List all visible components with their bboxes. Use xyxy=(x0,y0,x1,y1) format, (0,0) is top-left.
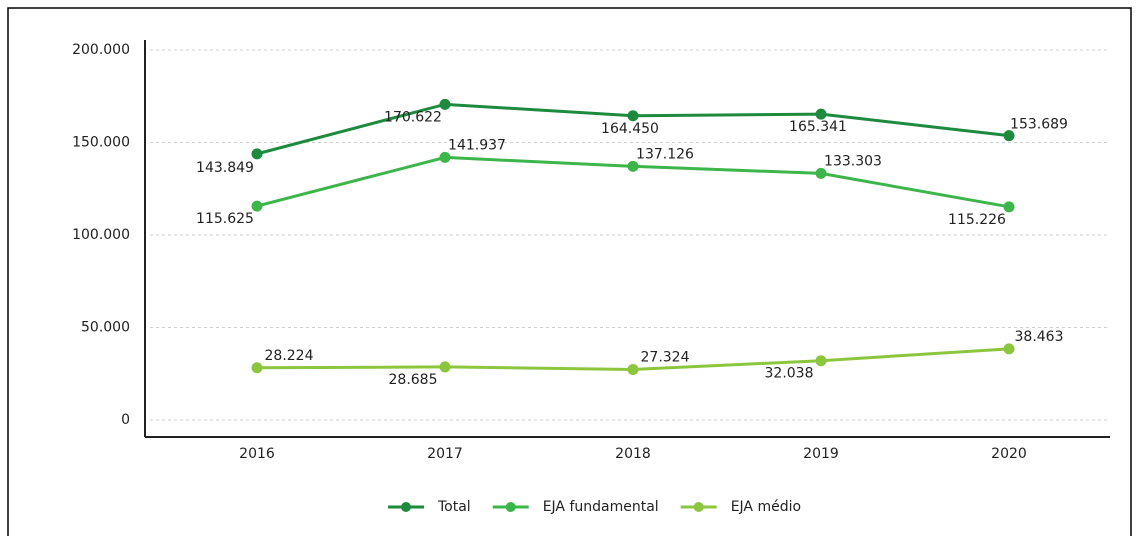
data-point xyxy=(627,160,639,172)
data-label: 115.625 xyxy=(196,211,254,227)
data-label: 28.224 xyxy=(265,348,314,364)
x-tick-label: 2016 xyxy=(239,446,275,462)
data-label: 165.341 xyxy=(789,119,847,135)
data-point xyxy=(439,151,451,163)
data-label: 133.303 xyxy=(824,153,882,169)
data-point xyxy=(1003,201,1015,213)
data-label: 28.685 xyxy=(389,372,438,388)
x-tick-label: 2017 xyxy=(427,446,463,462)
data-label: 137.126 xyxy=(636,146,694,162)
y-tick-label: 200.000 xyxy=(72,42,130,58)
data-point xyxy=(627,110,639,122)
data-point xyxy=(439,98,451,110)
legend-dot xyxy=(505,502,516,512)
legend-label: Total xyxy=(437,499,471,515)
legend-label: EJA médio xyxy=(731,499,801,515)
data-point xyxy=(251,148,263,160)
data-label: 164.450 xyxy=(601,121,659,137)
legend-dot xyxy=(693,502,704,512)
x-tick-label: 2020 xyxy=(991,446,1027,462)
data-point xyxy=(627,363,639,375)
y-tick-label: 100.000 xyxy=(72,227,130,243)
data-label: 32.038 xyxy=(765,366,814,382)
frame xyxy=(7,7,1132,536)
data-point xyxy=(1003,343,1015,355)
data-label: 141.937 xyxy=(448,137,506,153)
data-point xyxy=(1003,130,1015,142)
data-label: 115.226 xyxy=(948,212,1006,228)
y-tick-label: 150.000 xyxy=(72,135,130,151)
data-point xyxy=(251,362,263,374)
y-tick-label: 0 xyxy=(121,412,130,428)
legend-label: EJA fundamental xyxy=(543,499,659,515)
data-label: 38.463 xyxy=(1015,329,1064,345)
data-label: 170.622 xyxy=(384,109,442,125)
y-tick-label: 50.000 xyxy=(81,320,130,336)
legend-dot xyxy=(401,502,411,512)
data-point xyxy=(439,361,451,373)
data-label: 143.849 xyxy=(196,160,254,176)
data-point xyxy=(815,108,827,120)
data-point xyxy=(815,167,827,179)
data-label: 27.324 xyxy=(641,349,690,365)
data-label: 153.689 xyxy=(1010,117,1068,133)
data-point xyxy=(251,200,263,212)
x-tick-label: 2019 xyxy=(803,446,839,462)
x-tick-label: 2018 xyxy=(615,446,651,462)
data-point xyxy=(815,355,827,367)
